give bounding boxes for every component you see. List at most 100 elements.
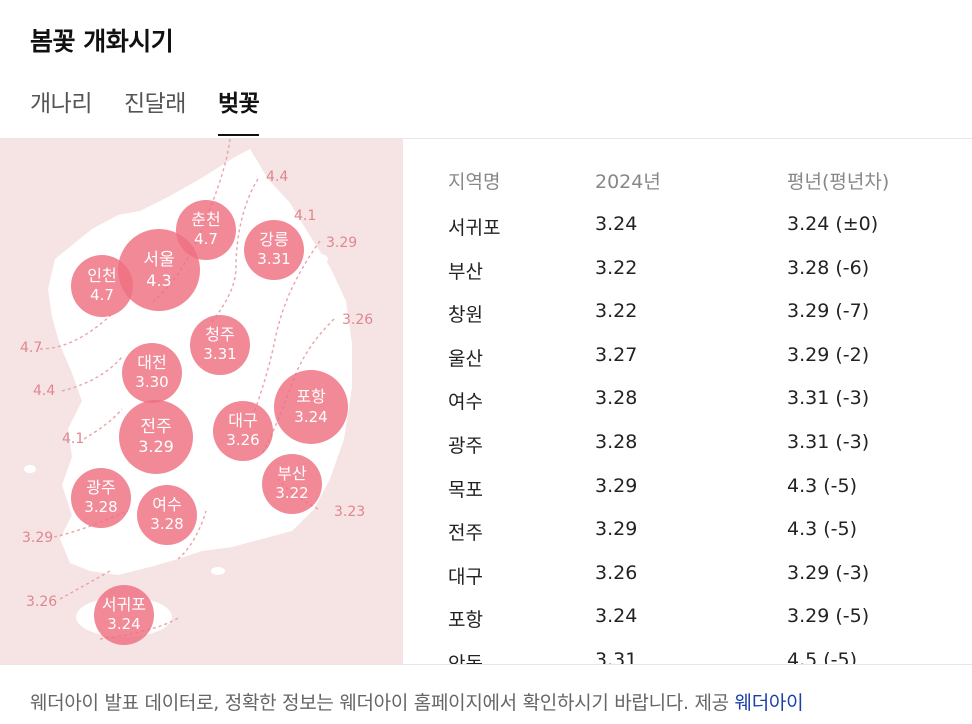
city-name: 포항 bbox=[296, 387, 326, 406]
cell-region: 목포 bbox=[448, 478, 483, 501]
cell-region: 서귀포 bbox=[448, 217, 501, 239]
flower-tabs: 개나리 진달래 벚꽃 bbox=[30, 84, 260, 136]
city-bubble[interactable] bbox=[244, 220, 304, 280]
table-row: 전주 3.29 4.3 (-5) bbox=[403, 514, 972, 558]
city-name: 춘천 bbox=[191, 210, 220, 229]
city-date: 4.3 bbox=[146, 271, 171, 290]
table-header: 지역명 2024년 평년(평년차) bbox=[403, 167, 972, 197]
cell-2024: 3.28 bbox=[595, 430, 638, 453]
city-date: 3.29 bbox=[138, 437, 174, 456]
city-name: 대구 bbox=[228, 411, 257, 430]
city-name: 대전 bbox=[137, 353, 166, 372]
cell-region: 부산 bbox=[448, 260, 483, 283]
cell-region: 울산 bbox=[448, 347, 483, 370]
table-row: 광주 3.28 3.31 (-3) bbox=[403, 427, 972, 471]
cell-normal: 3.29 (-5) bbox=[787, 605, 870, 628]
city-date: 3.31 bbox=[203, 345, 236, 363]
city-date: 3.24 bbox=[107, 615, 140, 633]
city-date: 3.26 bbox=[226, 431, 259, 449]
page-title: 봄꽃 개화시기 bbox=[30, 27, 174, 56]
cell-2024: 3.24 bbox=[595, 213, 638, 235]
cell-2024: 3.26 bbox=[595, 561, 638, 584]
cell-normal: 4.3 (-5) bbox=[787, 474, 858, 497]
city-date: 4.7 bbox=[194, 230, 218, 248]
footer-text: 웨더아이 발표 데이터로, 정확한 정보는 웨더아이 홈페이지에서 확인하시기 … bbox=[30, 692, 735, 714]
city-date: 3.28 bbox=[84, 498, 117, 516]
cell-2024: 3.28 bbox=[595, 387, 638, 410]
cell-normal: 3.24 (±0) bbox=[787, 213, 879, 235]
table-row: 서귀포 3.24 3.24 (±0) bbox=[403, 209, 972, 253]
city-bubble[interactable] bbox=[71, 468, 131, 528]
cell-region: 여수 bbox=[448, 391, 483, 414]
source-footer: 웨더아이 발표 데이터로, 정확한 정보는 웨더아이 홈페이지에서 확인하시기 … bbox=[30, 688, 804, 715]
table-row: 목포 3.29 4.3 (-5) bbox=[403, 471, 972, 515]
table-row: 안동 3.31 4.5 (-5) bbox=[403, 645, 972, 664]
bloom-map: 4.4 4.1 3.29 3.26 4.7 4.4 4.1 3.23 3.29 … bbox=[0, 139, 403, 664]
cell-2024: 3.24 bbox=[595, 605, 638, 628]
header-normal: 평년(평년차) bbox=[787, 171, 890, 193]
city-name: 부산 bbox=[277, 464, 307, 483]
table-body[interactable]: 서귀포 3.24 3.24 (±0) 부산 3.22 3.28 (-6) 창원 3.22 3… bbox=[403, 209, 972, 664]
isoline-label: 4.1 bbox=[62, 431, 84, 447]
table-row: 여수 3.28 3.31 (-3) bbox=[403, 383, 972, 427]
isoline-label: 4.4 bbox=[33, 383, 55, 399]
footer-divider bbox=[0, 664, 972, 665]
cell-normal: 3.31 (-3) bbox=[787, 430, 870, 453]
cell-normal: 3.29 (-3) bbox=[787, 561, 870, 584]
cell-2024: 3.22 bbox=[595, 300, 638, 323]
city-date: 4.7 bbox=[90, 286, 114, 304]
island-ulleung bbox=[312, 254, 328, 264]
city-name: 서귀포 bbox=[102, 595, 146, 614]
city-name: 광주 bbox=[86, 478, 115, 497]
tab-forsythia[interactable]: 개나리 bbox=[30, 91, 92, 117]
bloom-table: 지역명 2024년 평년(평년차) 서귀포 3.24 3.24 (±0) 부산 3.2… bbox=[403, 139, 972, 664]
table-row: 부산 3.22 3.28 (-6) bbox=[403, 253, 972, 297]
cell-region: 포항 bbox=[448, 609, 483, 632]
city-bubble[interactable] bbox=[119, 400, 193, 474]
cell-normal: 3.29 (-7) bbox=[787, 300, 870, 323]
isoline-label: 3.26 bbox=[26, 594, 57, 610]
city-bubble[interactable] bbox=[94, 585, 154, 645]
cell-region: 안동 bbox=[448, 652, 483, 664]
table-row: 대구 3.26 3.29 (-3) bbox=[403, 558, 972, 602]
city-date: 3.24 bbox=[294, 408, 327, 426]
cell-2024: 3.31 bbox=[595, 648, 638, 664]
korea-map-svg: 4.4 4.1 3.29 3.26 4.7 4.4 4.1 3.23 3.29 … bbox=[20, 139, 373, 645]
city-date: 3.31 bbox=[257, 250, 290, 268]
cell-2024: 3.29 bbox=[595, 474, 638, 497]
isoline-label: 3.29 bbox=[326, 235, 357, 251]
isoline-label: 3.26 bbox=[342, 312, 373, 328]
city-bubble[interactable] bbox=[213, 401, 273, 461]
cell-region: 창원 bbox=[448, 304, 483, 327]
city-bubble[interactable] bbox=[190, 315, 250, 375]
city-name: 전주 bbox=[140, 417, 171, 437]
city-date: 3.22 bbox=[275, 484, 308, 502]
cell-2024: 3.27 bbox=[595, 343, 638, 366]
isoline-label: 4.1 bbox=[294, 208, 316, 224]
cell-normal: 3.28 (-6) bbox=[787, 256, 870, 279]
city-bubble[interactable] bbox=[274, 370, 348, 444]
city-date: 3.30 bbox=[135, 373, 168, 391]
city-bubble[interactable] bbox=[71, 255, 133, 317]
island-west bbox=[24, 465, 36, 473]
isoline-label: 3.29 bbox=[22, 530, 53, 546]
city-bubble[interactable] bbox=[118, 229, 200, 311]
cell-normal: 4.3 (-5) bbox=[787, 518, 858, 541]
city-name: 청주 bbox=[205, 325, 234, 344]
table-row: 창원 3.22 3.29 (-7) bbox=[403, 296, 972, 340]
city-bubble[interactable] bbox=[262, 454, 322, 514]
header-2024: 2024년 bbox=[595, 171, 661, 193]
cell-region: 전주 bbox=[448, 522, 483, 545]
isoline-label: 3.23 bbox=[334, 504, 365, 520]
city-date: 3.28 bbox=[150, 515, 183, 533]
isoline-label: 4.7 bbox=[20, 340, 42, 356]
tab-cherry-blossom[interactable]: 벚꽃 bbox=[217, 84, 260, 136]
cell-2024: 3.29 bbox=[595, 518, 638, 541]
weatheri-link[interactable]: 웨더아이 bbox=[734, 692, 804, 714]
cell-normal: 4.5 (-5) bbox=[787, 648, 858, 664]
city-bubble[interactable] bbox=[137, 485, 197, 545]
tabs-divider bbox=[0, 138, 972, 139]
tab-azalea[interactable]: 진달래 bbox=[123, 91, 186, 117]
city-bubble[interactable] bbox=[122, 343, 182, 403]
island-south bbox=[211, 567, 225, 575]
